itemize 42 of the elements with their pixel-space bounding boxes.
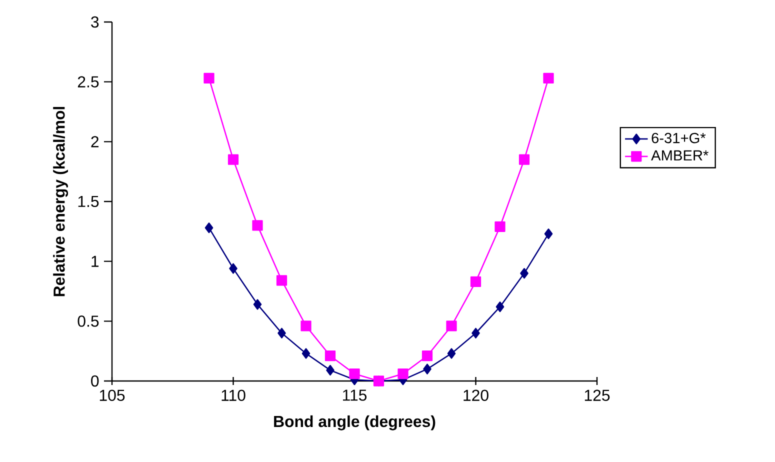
- point: [494, 221, 506, 232]
- point: [326, 364, 334, 376]
- x-tick-label: 125: [584, 390, 610, 401]
- y-axis-title: Relative energy (kcal/mol: [53, 106, 68, 296]
- point: [496, 301, 504, 312]
- point: [446, 320, 457, 332]
- point: [229, 263, 238, 274]
- point: [472, 328, 480, 338]
- legend-label: 6-31+G*: [652, 132, 706, 144]
- legend-label: AMBER*: [651, 150, 708, 160]
- point: [422, 350, 433, 362]
- point: [204, 72, 214, 84]
- x-axis-title: Bond angle (degrees): [274, 415, 436, 430]
- y-tick-label: 0.5: [78, 316, 99, 327]
- x-tick-label: 105: [100, 390, 125, 401]
- point: [447, 348, 456, 359]
- point: [253, 299, 262, 310]
- point: [423, 364, 432, 374]
- x-tick-label: 110: [222, 390, 246, 401]
- point: [518, 154, 530, 165]
- point: [276, 275, 288, 286]
- point: [349, 368, 360, 380]
- y-tick-label: 2: [91, 136, 99, 148]
- point: [398, 368, 408, 380]
- y-tick-label: 1: [92, 256, 99, 267]
- y-tick-label: 0: [91, 375, 99, 387]
- point: [470, 276, 482, 287]
- point: [278, 328, 286, 338]
- y-tick-label: 1.5: [78, 196, 99, 208]
- x-tick-label: 120: [464, 390, 488, 401]
- point: [324, 350, 336, 362]
- point: [300, 320, 312, 332]
- x-tick-label: 115: [343, 390, 367, 401]
- point: [302, 348, 310, 359]
- point: [204, 222, 214, 234]
- y-tick-label: 3: [91, 16, 99, 28]
- point: [520, 268, 528, 279]
- point: [543, 72, 554, 84]
- point: [544, 228, 553, 240]
- point: [252, 220, 263, 231]
- y-tick-label: 2.5: [78, 76, 99, 88]
- point: [228, 154, 239, 165]
